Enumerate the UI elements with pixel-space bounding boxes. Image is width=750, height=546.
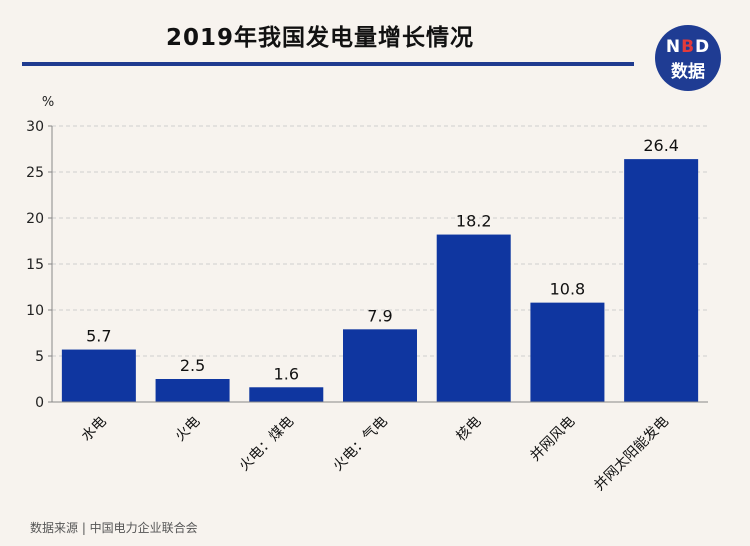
x-tick-label: 核电 <box>453 414 484 445</box>
bar <box>436 234 511 402</box>
bars: 5.7 2.5 1.6 7.9 18.2 10.8 26.4 <box>61 136 699 402</box>
bar-value-label: 18.2 <box>456 212 492 231</box>
x-tick-label: 并网太阳能发电 <box>591 414 672 495</box>
x-tick-label: 火电：煤电 <box>236 414 297 475</box>
y-tick-label: 10 <box>26 303 44 319</box>
x-tick-label: 火电：气电 <box>330 414 391 475</box>
bar-value-label: 26.4 <box>643 136 679 155</box>
logo-letter-n: N <box>665 37 682 57</box>
bar-value-label: 7.9 <box>367 306 392 325</box>
bar <box>624 159 699 402</box>
logo-letter-b: B <box>681 37 696 57</box>
x-axis: 水电 火电 火电：煤电 火电：气电 核电 并网风电 并网太阳能发电 <box>52 401 708 495</box>
y-tick-label: 15 <box>26 257 44 273</box>
logo-letters: NBD <box>655 37 721 57</box>
x-tick-label: 水电 <box>79 414 110 445</box>
y-tick-label: 0 <box>35 395 44 411</box>
bar <box>343 329 417 402</box>
bar-value-label: 2.5 <box>180 356 205 375</box>
bar <box>530 302 605 402</box>
page-title: 2019年我国发电量增长情况 <box>165 25 474 51</box>
y-axis: 0 5 10 15 20 25 30% <box>26 95 54 411</box>
y-tick-label: 5 <box>35 349 44 365</box>
y-tick-label: 20 <box>26 211 44 227</box>
logo-text: 数据 <box>671 62 705 82</box>
bar-value-label: 5.7 <box>86 327 111 346</box>
data-source: 数据来源 | 中国电力企业联合会 <box>30 521 198 535</box>
bar <box>249 387 324 402</box>
bar <box>155 379 230 402</box>
title-underline <box>22 62 634 66</box>
x-tick-label: 火电 <box>172 414 203 445</box>
y-tick-label: 25 <box>26 165 44 181</box>
bar-value-label: 1.6 <box>274 364 299 383</box>
bar <box>61 349 136 402</box>
y-tick-label: 30 <box>26 119 44 135</box>
y-axis-label: % <box>42 95 54 110</box>
nbd-logo: NBD 数据 <box>655 25 721 91</box>
x-tick-label: 并网风电 <box>527 414 578 465</box>
bar-value-label: 10.8 <box>550 280 586 299</box>
logo-letter-d: D <box>695 37 711 57</box>
